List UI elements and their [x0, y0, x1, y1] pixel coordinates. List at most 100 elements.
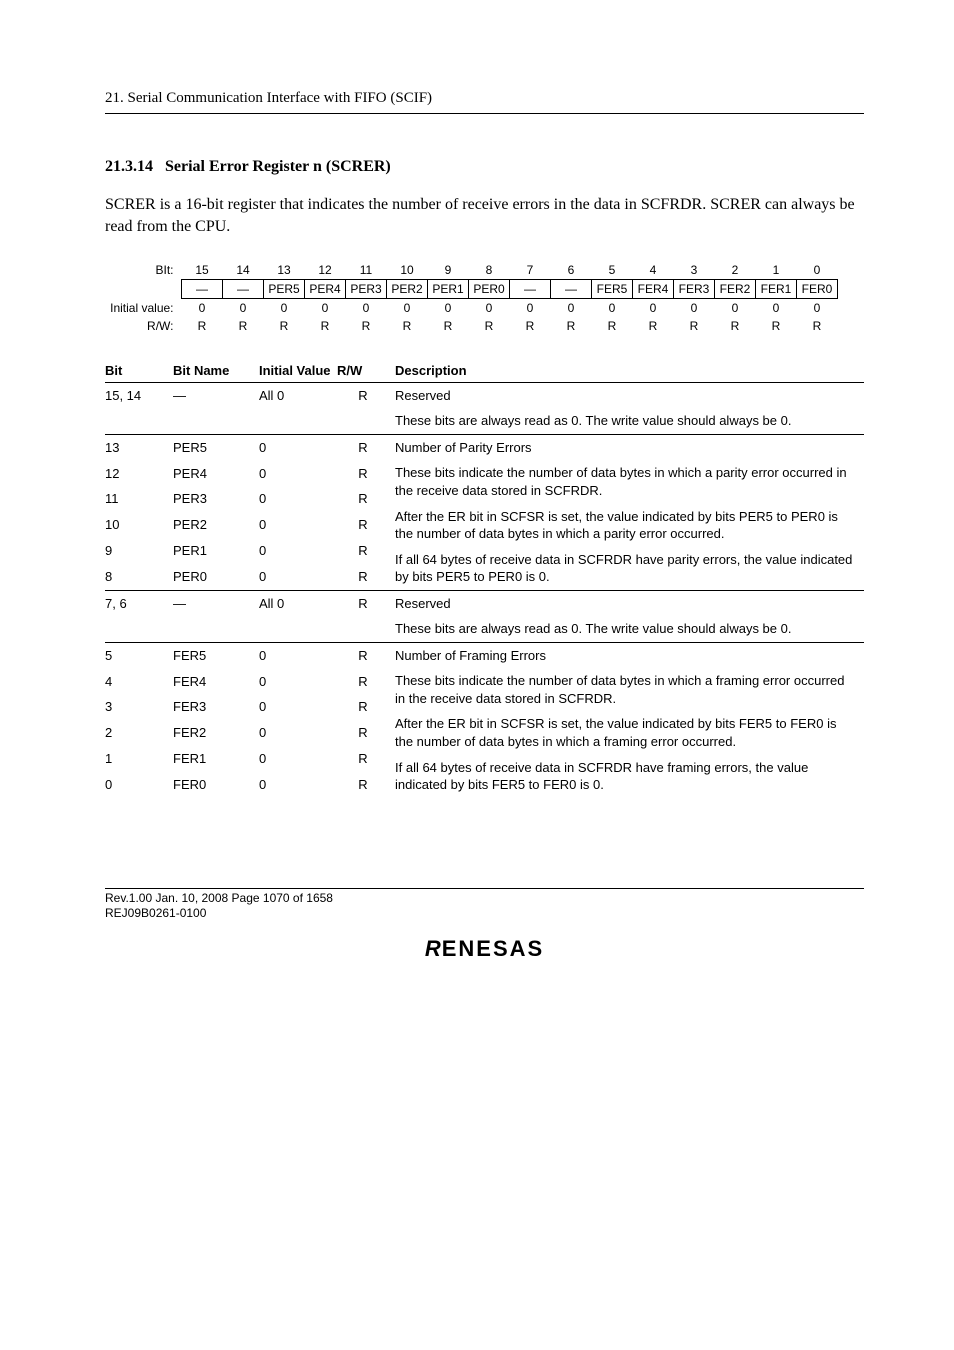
table-cell: R [337, 461, 395, 487]
bit-cell: 5 [592, 261, 633, 280]
logo-text: ENESAS [442, 936, 544, 961]
table-cell: PER1 [173, 538, 259, 564]
bit-cell: FER2 [715, 279, 756, 298]
description-cell: ReservedThese bits are always read as 0.… [395, 590, 864, 642]
chapter-header: 21. Serial Communication Interface with … [105, 90, 864, 114]
description-paragraph: After the ER bit in SCFSR is set, the va… [395, 715, 858, 750]
table-cell: 0 [259, 669, 337, 695]
description-paragraph: Reserved [395, 595, 858, 613]
table-cell: 13 [105, 434, 173, 460]
table-cell [259, 422, 337, 435]
section-name: Serial Error Register n (SCRER) [165, 158, 391, 175]
table-cell: 0 [259, 564, 337, 590]
bit-cell: R [510, 317, 551, 335]
bit-cell: 0 [182, 298, 223, 317]
table-cell: 11 [105, 486, 173, 512]
description-cell: Number of Parity ErrorsThese bits indica… [395, 434, 864, 590]
table-cell [337, 629, 395, 642]
bit-cell: — [510, 279, 551, 298]
table-cell: 15, 14 [105, 382, 173, 421]
bit-row-label: R/W: [95, 317, 182, 335]
bit-cell: 10 [387, 261, 428, 280]
table-cell: 0 [259, 538, 337, 564]
bit-cell: PER1 [428, 279, 469, 298]
bit-cell: 0 [510, 298, 551, 317]
bit-cell: R [756, 317, 797, 335]
table-cell: 0 [259, 772, 337, 798]
description-paragraph: Number of Framing Errors [395, 647, 858, 665]
col-header-name: Bit Name [173, 359, 259, 383]
table-cell [173, 629, 259, 642]
table-cell: All 0 [259, 382, 337, 421]
bit-cell: 3 [674, 261, 715, 280]
bit-cell: FER5 [592, 279, 633, 298]
bit-cell: PER4 [305, 279, 346, 298]
bit-cell: 4 [633, 261, 674, 280]
bit-cell: R [264, 317, 305, 335]
bit-row-label: Initial value: [95, 298, 182, 317]
table-cell: R [337, 434, 395, 460]
col-header-desc: Description [395, 359, 864, 383]
col-header-bit: Bit [105, 359, 173, 383]
table-cell: FER2 [173, 720, 259, 746]
table-row: 7, 6—All 0RReservedThese bits are always… [105, 590, 864, 629]
bit-row-label [95, 279, 182, 298]
table-cell: R [337, 564, 395, 590]
table-cell: 1 [105, 746, 173, 772]
table-cell: R [337, 746, 395, 772]
bit-cell: 0 [223, 298, 264, 317]
bit-row-label: BIt: [95, 261, 182, 280]
bit-cell: 0 [715, 298, 756, 317]
table-cell [105, 629, 173, 642]
bit-cell: 0 [797, 298, 838, 317]
table-cell: 9 [105, 538, 173, 564]
footer-line2: REJ09B0261-0100 [105, 906, 864, 922]
table-cell: 2 [105, 720, 173, 746]
bit-cell: FER3 [674, 279, 715, 298]
bit-cell: 0 [797, 261, 838, 280]
bit-cell: R [182, 317, 223, 335]
intro-paragraph: SCRER is a 16-bit register that indicate… [105, 194, 864, 239]
table-cell: 0 [259, 486, 337, 512]
description-cell: Number of Framing ErrorsThese bits indic… [395, 642, 864, 797]
table-cell: — [173, 590, 259, 629]
bit-cell: 0 [551, 298, 592, 317]
bit-cell: 0 [633, 298, 674, 317]
bit-cell: 0 [592, 298, 633, 317]
bit-cell: R [674, 317, 715, 335]
description-paragraph: If all 64 bytes of receive data in SCFRD… [395, 551, 858, 586]
bit-cell: 0 [346, 298, 387, 317]
bit-cell: — [223, 279, 264, 298]
table-cell: 7, 6 [105, 590, 173, 629]
table-cell: FER1 [173, 746, 259, 772]
table-cell: 3 [105, 694, 173, 720]
bit-cell: 15 [182, 261, 223, 280]
section-title: 21.3.14 Serial Error Register n (SCRER) [105, 158, 864, 176]
bit-cell: 0 [674, 298, 715, 317]
bit-cell: 12 [305, 261, 346, 280]
table-cell: R [337, 512, 395, 538]
table-cell: FER3 [173, 694, 259, 720]
bit-cell: R [305, 317, 346, 335]
table-cell: R [337, 669, 395, 695]
table-cell: PER2 [173, 512, 259, 538]
bit-cell: FER0 [797, 279, 838, 298]
description-paragraph: Number of Parity Errors [395, 439, 858, 457]
table-cell: R [337, 486, 395, 512]
table-cell: FER5 [173, 642, 259, 668]
bit-cell: PER0 [469, 279, 510, 298]
footer-line1: Rev.1.00 Jan. 10, 2008 Page 1070 of 1658 [105, 891, 864, 907]
bit-diagram: BIt:1514131211109876543210——PER5PER4PER3… [95, 261, 864, 335]
table-cell: R [337, 720, 395, 746]
table-cell: FER4 [173, 669, 259, 695]
bit-cell: 6 [551, 261, 592, 280]
bit-cell: FER4 [633, 279, 674, 298]
bit-cell: FER1 [756, 279, 797, 298]
description-table: Bit Bit Name Initial Value R/W Descripti… [105, 359, 864, 798]
table-cell: PER0 [173, 564, 259, 590]
description-paragraph: These bits are always read as 0. The wri… [395, 412, 858, 430]
bit-cell: 0 [305, 298, 346, 317]
table-cell: All 0 [259, 590, 337, 629]
bit-cell: 0 [428, 298, 469, 317]
table-cell: — [173, 382, 259, 421]
